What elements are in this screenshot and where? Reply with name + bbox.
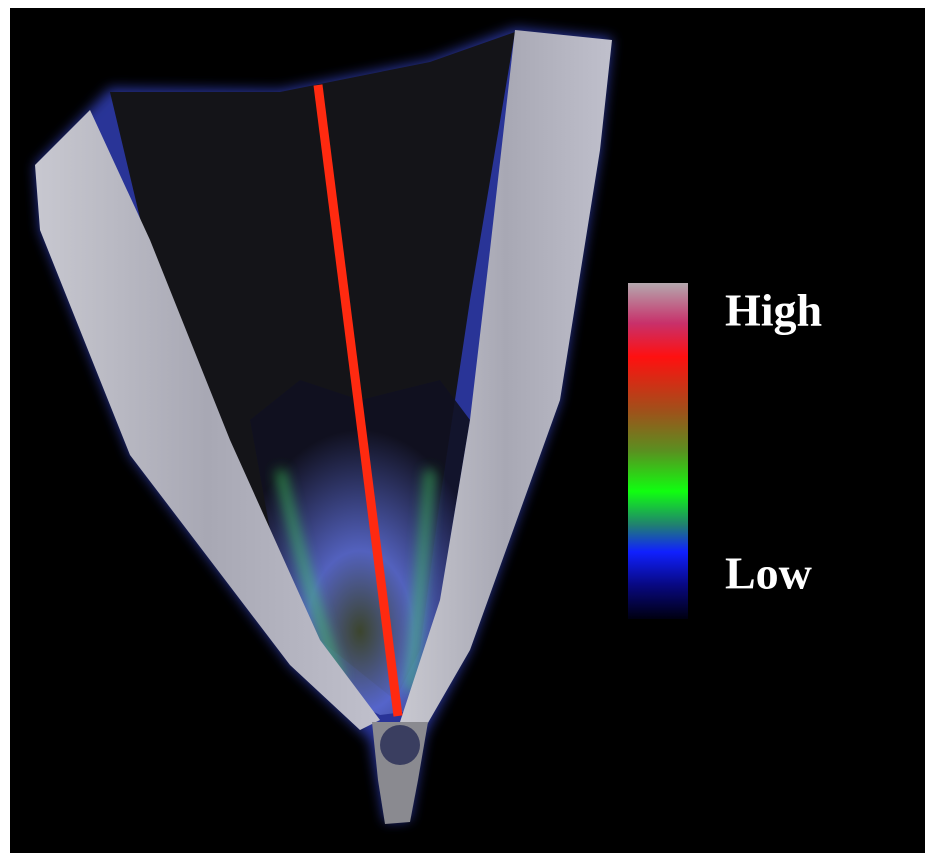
color-bar <box>628 283 688 619</box>
low-label: Low <box>725 548 812 599</box>
root-core <box>380 725 420 765</box>
high-label: High <box>725 285 822 336</box>
image: High Low <box>0 0 930 860</box>
